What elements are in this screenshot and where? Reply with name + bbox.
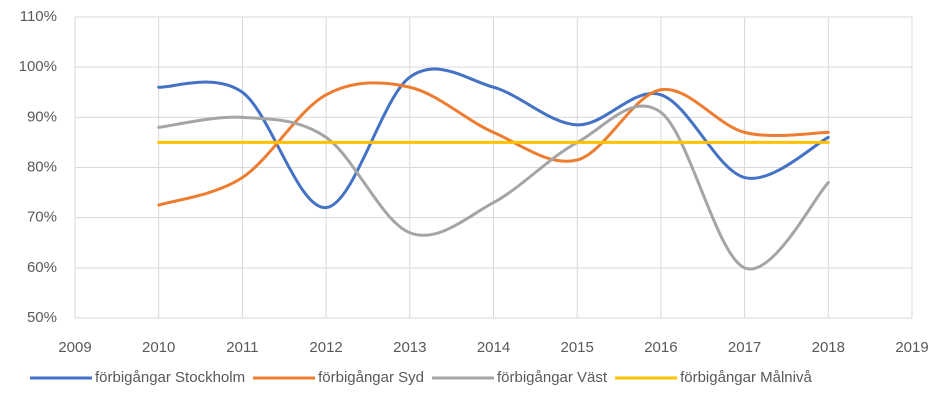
x-tick-label: 2018 <box>812 339 845 356</box>
x-tick-label: 2015 <box>561 339 594 356</box>
legend-label: förbigångar Målnivå <box>680 369 812 386</box>
y-tick-label: 80% <box>27 158 57 175</box>
x-tick-label: 2019 <box>895 339 928 356</box>
y-tick-label: 110% <box>20 8 57 25</box>
x-tick-label: 2017 <box>728 339 761 356</box>
legend-label: förbigångar Syd <box>318 369 424 386</box>
x-tick-label: 2012 <box>309 339 342 356</box>
x-tick-label: 2009 <box>58 339 91 356</box>
x-tick-label: 2014 <box>477 339 510 356</box>
series-line <box>157 67 830 210</box>
y-tick-label: 70% <box>27 209 57 226</box>
x-tick-label: 2016 <box>644 339 677 356</box>
y-tick-label: 60% <box>27 259 57 276</box>
y-tick-label: 90% <box>27 108 57 125</box>
x-tick-label: 2010 <box>142 339 175 356</box>
series-line <box>157 104 830 271</box>
legend-label: förbigångar Väst <box>497 369 608 386</box>
series-line <box>157 81 830 207</box>
y-tick-label: 100% <box>19 58 57 75</box>
x-tick-label: 2011 <box>226 339 258 356</box>
y-tick-label: 50% <box>27 309 57 326</box>
legend-label: förbigångar Stockholm <box>95 369 245 386</box>
x-tick-label: 2013 <box>393 339 426 356</box>
